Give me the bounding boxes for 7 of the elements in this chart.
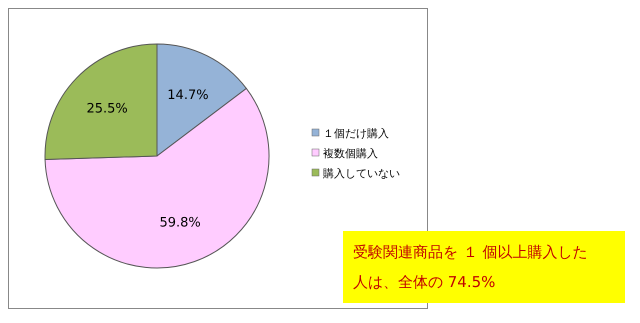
legend-label: １個だけ購入 [323,127,389,140]
data-label: 14.7% [167,88,209,103]
data-label: 25.5% [86,102,128,117]
legend-label: 複数個購入 [323,147,378,160]
text: 受験関連商品を １ 個以上購入した人は、全体の 74.5% [353,243,588,291]
data-label: 59.8% [159,215,201,230]
legend-label: 購入していない [323,167,400,180]
